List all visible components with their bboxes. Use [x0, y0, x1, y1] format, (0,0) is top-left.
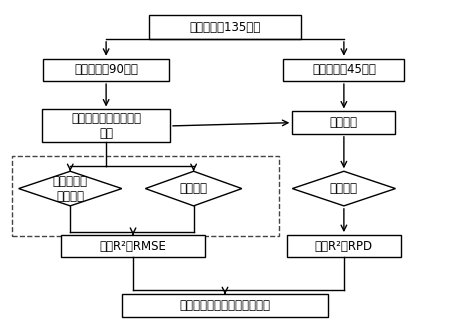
FancyBboxPatch shape [149, 15, 301, 39]
Text: 交叉验证: 交叉验证 [180, 182, 207, 195]
Text: 预测值与实
测值拟合: 预测值与实 测值拟合 [53, 174, 88, 203]
Text: 建模土样（90个）: 建模土样（90个） [74, 64, 138, 76]
Text: 模型检验: 模型检验 [330, 116, 358, 129]
Text: 土壤盐分离子含量的定量预测: 土壤盐分离子含量的定量预测 [180, 299, 270, 312]
FancyBboxPatch shape [43, 59, 169, 81]
FancyBboxPatch shape [61, 235, 205, 258]
Text: 检验土样（45个）: 检验土样（45个） [312, 64, 376, 76]
Text: 土壤盐分离子含量预测
模型: 土壤盐分离子含量预测 模型 [71, 112, 141, 140]
Text: 检验R²，RPD: 检验R²，RPD [315, 240, 373, 253]
Text: 土壤样品（135个）: 土壤样品（135个） [189, 21, 261, 33]
FancyBboxPatch shape [42, 110, 170, 142]
Polygon shape [18, 171, 122, 206]
FancyBboxPatch shape [122, 294, 328, 317]
FancyBboxPatch shape [292, 112, 396, 134]
Text: 外部检验: 外部检验 [330, 182, 358, 195]
FancyBboxPatch shape [287, 235, 401, 258]
Polygon shape [145, 171, 242, 206]
FancyBboxPatch shape [284, 59, 405, 81]
Text: 模型R²，RMSE: 模型R²，RMSE [99, 240, 166, 253]
Polygon shape [292, 171, 396, 206]
